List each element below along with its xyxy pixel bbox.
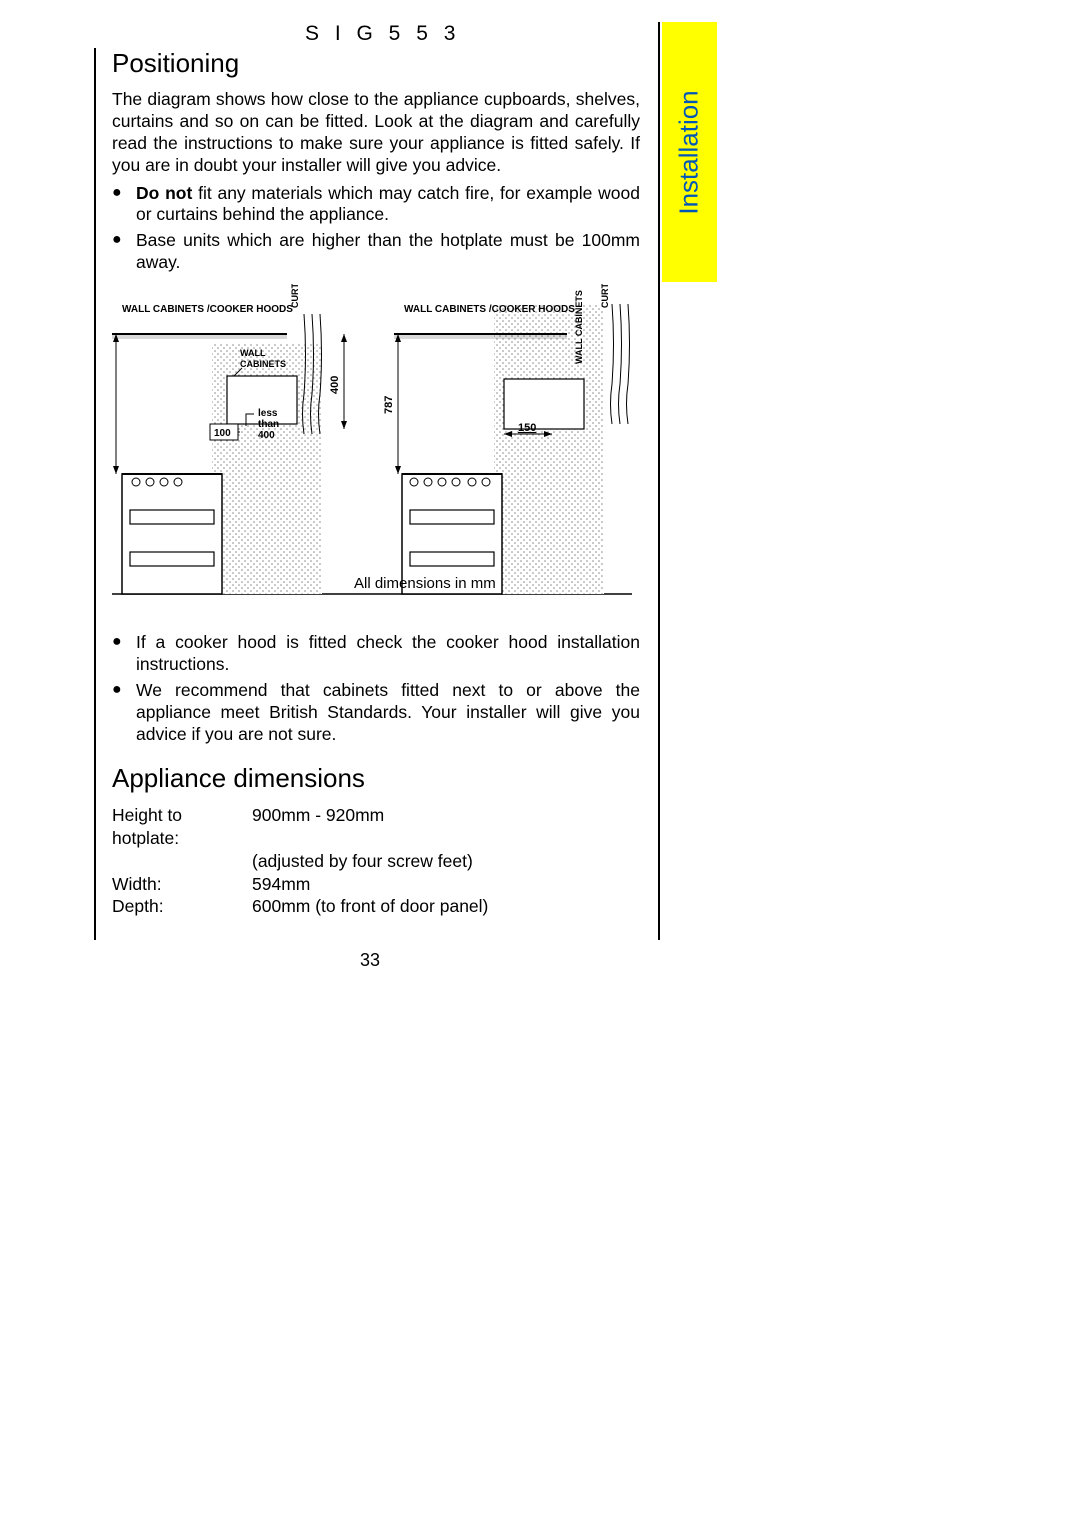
dimensions-table: Height to hotplate: 900mm - 920mm (adjus…	[112, 804, 640, 918]
lbl-curtains-r: CURTAINS	[600, 284, 610, 308]
bullet-bold: Do not	[136, 183, 192, 203]
lbl-curtains-l: CURTAINS	[290, 284, 300, 308]
section-tab-label: Installation	[674, 90, 705, 214]
bullet-rest: fit any materials which may catch fire, …	[136, 183, 640, 225]
bullet-do-not: Do not fit any materials which may catch…	[112, 183, 640, 227]
bullet-base-units: Base units which are higher than the hot…	[112, 230, 640, 274]
svg-text:CABINETS: CABINETS	[240, 359, 286, 369]
positioning-heading: Positioning	[112, 48, 640, 79]
lbl-less: less	[258, 408, 278, 419]
bullets-bottom: If a cooker hood is fitted check the coo…	[112, 632, 640, 745]
dim-value: (adjusted by four screw feet)	[252, 850, 640, 873]
dim-value: 900mm - 920mm	[252, 804, 640, 850]
section-tab: Installation	[662, 22, 717, 282]
dim-label: Height to hotplate:	[112, 804, 252, 850]
dimensions-heading: Appliance dimensions	[112, 763, 640, 794]
bullets-top: Do not fit any materials which may catch…	[112, 183, 640, 275]
dim-value: 594mm	[252, 873, 640, 896]
lbl-wall-cab-hoods-r: WALL CABINETS /COOKER HOODS	[404, 304, 575, 315]
rule-left	[94, 48, 96, 940]
positioning-intro: The diagram shows how close to the appli…	[112, 89, 640, 177]
bullet-british-standards: We recommend that cabinets fitted next t…	[112, 680, 640, 746]
svg-text:than: than	[258, 419, 279, 430]
dim-label: Width:	[112, 873, 252, 896]
lbl-wall-cabinets: WALL	[240, 348, 266, 358]
lbl-wall-cab-side: WALL CABINETS	[574, 290, 584, 364]
dim-787-l: 787	[112, 396, 115, 414]
dim-label	[112, 850, 252, 873]
dim-row-height: Height to hotplate: 900mm - 920mm	[112, 804, 640, 850]
dim-row-depth: Depth: 600mm (to front of door panel)	[112, 895, 640, 918]
diagram-svg: WALL CABINETS /COOKER HOODS WALL CABINET…	[112, 284, 632, 614]
dim-400: 400	[329, 376, 341, 394]
dim-150: 150	[518, 422, 536, 434]
dim-value: 600mm (to front of door panel)	[252, 895, 640, 918]
lbl-wall-cab-hoods-l: WALL CABINETS /COOKER HOODS	[122, 304, 293, 315]
dim-row-width: Width: 594mm	[112, 873, 640, 896]
page-number: 33	[360, 950, 380, 971]
bullet-rest: Base units which are higher than the hot…	[136, 230, 640, 272]
diagram-caption: All dimensions in mm	[354, 575, 496, 592]
dim-100: 100	[214, 428, 231, 439]
rule-right	[658, 22, 660, 940]
bullet-cooker-hood: If a cooker hood is fitted check the coo…	[112, 632, 640, 676]
clearance-diagram: WALL CABINETS /COOKER HOODS WALL CABINET…	[112, 284, 632, 614]
dim-label: Depth:	[112, 895, 252, 918]
dim-row-height-note: (adjusted by four screw feet)	[112, 850, 640, 873]
svg-text:400: 400	[258, 430, 275, 441]
model-header: S I G 5 5 3	[305, 22, 460, 46]
dim-787-r: 787	[383, 396, 395, 414]
